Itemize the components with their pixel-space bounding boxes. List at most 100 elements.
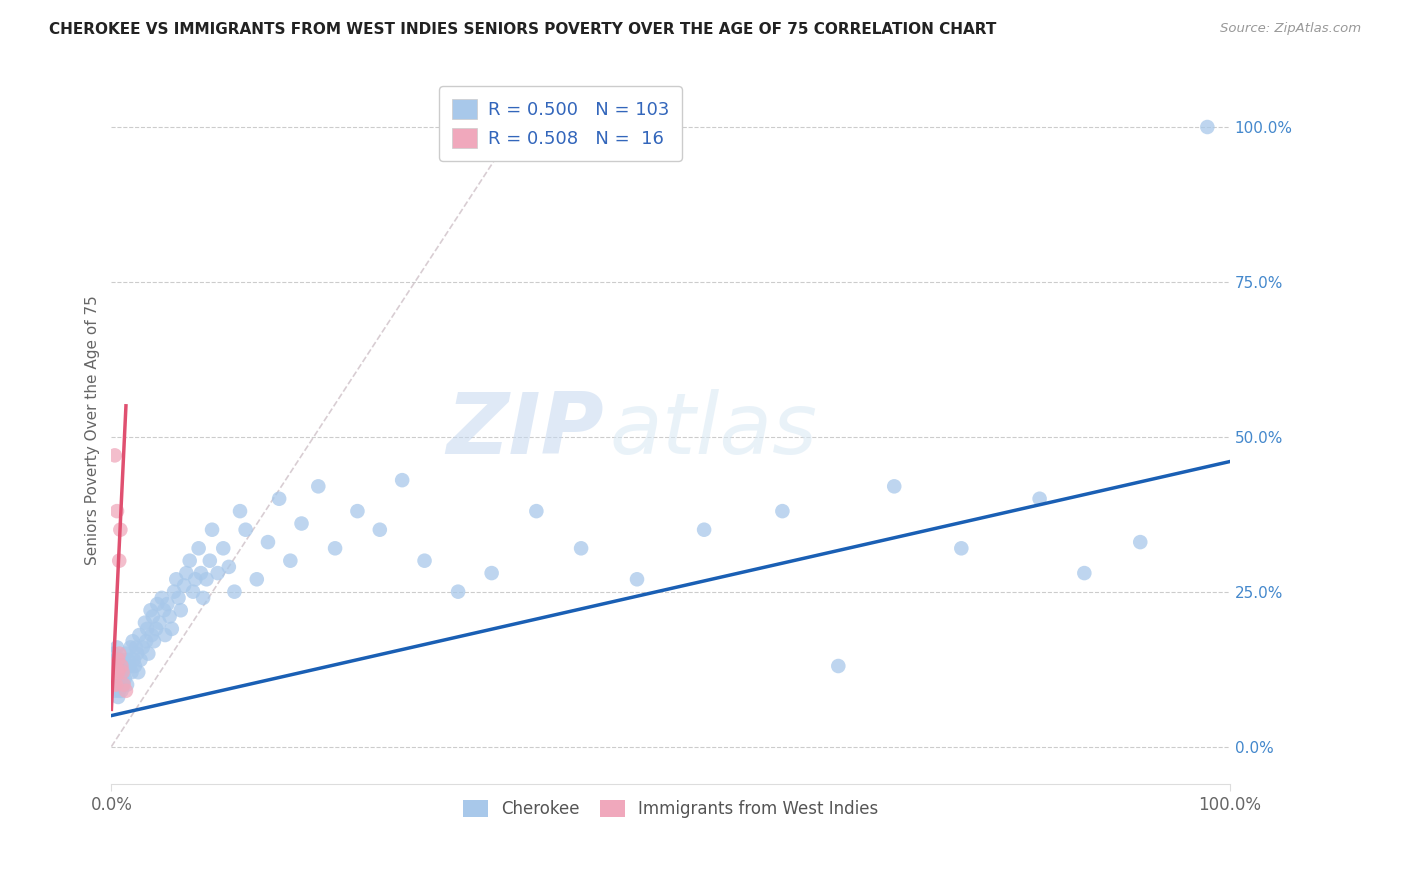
Point [153,603,176,617]
Point [176,566,198,580]
Point [181,584,204,599]
Point [103,677,125,691]
Text: Source: ZipAtlas.com: Source: ZipAtlas.com [1220,22,1361,36]
Point [626,572,648,586]
Point [1073,566,1095,580]
Point [110,672,132,686]
Point [104,659,127,673]
Point [108,647,131,661]
Point [139,603,162,617]
Point [114,659,136,673]
Point [110,659,132,673]
Point [115,683,138,698]
Point [103,677,125,691]
Point [167,591,190,605]
Point [127,665,149,680]
Point [108,653,131,667]
Point [368,523,391,537]
Point [118,659,141,673]
Point [121,665,143,680]
Point [121,634,143,648]
Point [447,584,470,599]
Point [346,504,368,518]
Point [142,634,165,648]
Point [150,591,173,605]
Point [481,566,503,580]
Point [115,647,138,661]
Point [110,665,132,680]
Point [104,677,127,691]
Point [111,659,134,673]
Point [950,541,973,556]
Point [391,473,413,487]
Point [141,628,163,642]
Point [105,677,128,691]
Point [104,672,127,686]
Point [114,672,136,686]
Point [101,665,124,680]
Point [124,659,146,673]
Point [257,535,280,549]
Text: ZIP: ZIP [446,389,603,472]
Point [190,566,212,580]
Point [105,640,128,655]
Point [524,504,547,518]
Point [1028,491,1050,506]
Y-axis label: Seniors Poverty Over the Age of 75: Seniors Poverty Over the Age of 75 [86,296,100,566]
Point [105,665,128,680]
Point [207,566,229,580]
Point [290,516,312,531]
Point [1197,120,1219,134]
Point [110,677,132,691]
Point [111,677,134,691]
Point [129,653,152,667]
Point [107,665,129,680]
Point [235,523,257,537]
Point [165,572,187,586]
Point [173,578,195,592]
Point [156,597,179,611]
Point [112,677,135,691]
Point [142,609,165,624]
Point [103,647,125,661]
Point [307,479,329,493]
Point [108,554,131,568]
Point [170,603,193,617]
Point [128,628,150,642]
Point [104,683,127,698]
Point [107,690,129,704]
Point [269,491,291,506]
Point [104,659,127,673]
Point [112,665,135,680]
Point [120,640,142,655]
Point [108,683,131,698]
Point [122,653,145,667]
Point [101,665,124,680]
Point [107,653,129,667]
Point [135,634,157,648]
Point [134,615,156,630]
Point [224,584,246,599]
Point [107,659,129,673]
Point [110,523,132,537]
Point [146,597,169,611]
Point [127,647,149,661]
Point [229,504,252,518]
Point [153,628,176,642]
Point [104,653,127,667]
Point [148,615,170,630]
Point [198,554,221,568]
Point [770,504,793,518]
Point [883,479,905,493]
Point [125,640,148,655]
Point [569,541,592,556]
Point [1129,535,1152,549]
Point [132,640,155,655]
Point [413,554,436,568]
Point [693,523,716,537]
Point [280,554,302,568]
Point [195,572,218,586]
Point [107,672,129,686]
Point [246,572,269,586]
Point [160,622,183,636]
